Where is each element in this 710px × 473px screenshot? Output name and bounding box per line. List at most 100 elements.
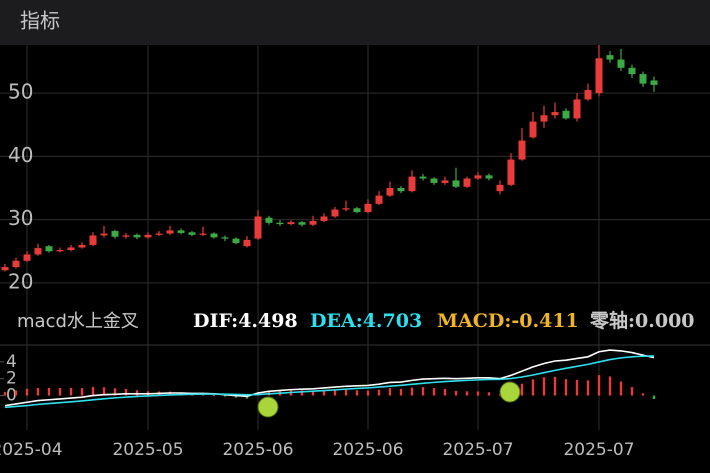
candle-body	[419, 176, 427, 179]
macd-bar	[25, 388, 29, 396]
macd-bar	[113, 388, 117, 396]
indicator-value: MACD:-0.411	[437, 310, 579, 332]
macd-bar	[399, 388, 403, 396]
macd-bar	[124, 388, 128, 396]
header-bar	[0, 0, 710, 45]
macd-bar	[267, 390, 271, 396]
macd-bar	[520, 383, 524, 396]
x-tick-label: 2025-07	[442, 440, 513, 460]
y-tick-label: 0	[6, 386, 17, 406]
y-tick-label: 2	[6, 369, 17, 389]
candle-body	[342, 208, 350, 210]
candle-body	[628, 67, 636, 75]
macd-bar	[432, 388, 436, 396]
x-tick-label: 2025-06	[332, 440, 403, 460]
candle-body	[551, 112, 559, 116]
macd-bar	[443, 388, 447, 396]
y-tick-label: 30	[8, 206, 33, 230]
candle-body	[386, 188, 394, 196]
macd-bar	[322, 390, 326, 396]
candle-body	[485, 175, 493, 179]
candle-body	[210, 233, 218, 238]
x-tick-label: 2025-04	[0, 440, 63, 460]
header-title: 指标	[20, 9, 60, 33]
candle-body	[67, 247, 75, 251]
macd-bar	[421, 387, 425, 396]
candle-body	[177, 230, 185, 233]
apple-icon	[257, 396, 279, 418]
macd-bar	[575, 379, 579, 396]
macd-bar	[641, 393, 645, 396]
candle-body	[617, 59, 625, 68]
candle-body	[78, 244, 86, 248]
macd-bar	[69, 387, 73, 396]
candle-body	[89, 235, 97, 245]
macd-bar	[300, 390, 304, 396]
macd-bar	[135, 390, 139, 396]
macd-bar	[58, 387, 62, 396]
candle-body	[496, 184, 504, 192]
x-tick-label: 2025-07	[563, 440, 634, 460]
candle-body	[606, 55, 614, 60]
macd-bar	[597, 375, 601, 396]
macd-bar	[487, 392, 491, 396]
macd-bar	[355, 390, 359, 396]
candle-body	[122, 235, 130, 237]
macd-bar	[608, 376, 612, 396]
candle-body	[276, 222, 284, 225]
x-tick-label: 2025-05	[112, 440, 183, 460]
candle-body	[221, 237, 229, 239]
macd-bar	[564, 379, 568, 396]
macd-bar	[542, 377, 546, 396]
candle-body	[518, 140, 526, 160]
candle-body	[595, 58, 603, 94]
macd-bar	[333, 389, 337, 396]
macd-line	[4, 355, 655, 409]
macd-bar	[80, 388, 84, 396]
candle-body	[397, 188, 405, 192]
indicator-title: macd水上金叉	[17, 311, 139, 332]
candle-body	[639, 74, 647, 84]
candle-body	[12, 260, 20, 268]
candle-body	[166, 230, 174, 234]
candle-body	[364, 203, 372, 213]
candle-body	[562, 110, 570, 119]
indicator-value: DIF:4.498	[193, 310, 298, 332]
candle-body	[100, 233, 108, 236]
macd-bar	[619, 381, 623, 396]
candle-body	[23, 254, 31, 261]
macd-bar	[344, 389, 348, 396]
y-tick-label: 50	[8, 80, 33, 104]
candle-body	[34, 248, 42, 255]
candle-body	[430, 178, 438, 183]
macd-bar	[476, 391, 480, 396]
macd-bar	[388, 388, 392, 396]
candle-body	[452, 180, 460, 187]
candle-body	[111, 231, 119, 237]
macd-bar	[377, 389, 381, 396]
candle-body	[188, 232, 196, 235]
macd-bar	[454, 390, 458, 396]
candle-body	[298, 222, 306, 225]
y-tick-label: 40	[8, 143, 33, 167]
candle-body	[463, 178, 471, 187]
macd-line	[4, 349, 655, 407]
macd-bar	[91, 386, 95, 396]
candle-body	[287, 222, 295, 225]
candle-body	[45, 246, 53, 252]
macd-bar	[311, 390, 315, 396]
macd-bar	[531, 379, 535, 396]
macd-bar	[223, 395, 227, 397]
macd-bar	[47, 387, 51, 396]
macd-bar	[652, 395, 656, 399]
candle-body	[529, 121, 537, 138]
candle-body	[265, 217, 273, 223]
macd-bar	[36, 387, 40, 396]
macd-bar	[410, 387, 414, 396]
candle-body	[408, 176, 416, 192]
macd-bar	[366, 390, 370, 396]
candle-body	[309, 220, 317, 225]
macd-bar	[465, 391, 469, 396]
macd-bar	[630, 387, 634, 396]
